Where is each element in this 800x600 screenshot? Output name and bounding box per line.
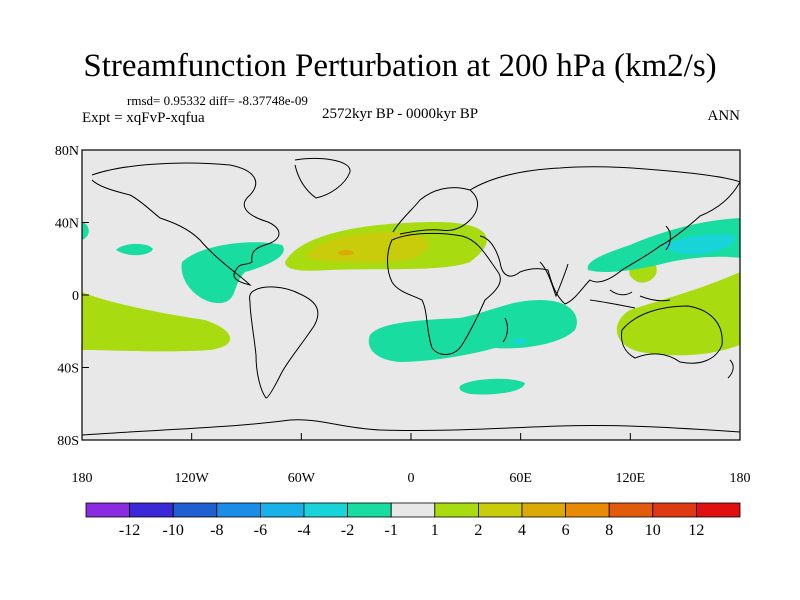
colorbar-label: -8 xyxy=(210,522,223,539)
colorbar-label: 6 xyxy=(562,522,570,539)
colorbar-swatch xyxy=(696,502,741,518)
stats-label: rmsd= 0.95332 diff= -8.37748e-09 xyxy=(127,93,308,108)
lon-tick-label: 0 xyxy=(408,471,415,486)
colorbar-swatch xyxy=(85,502,130,518)
contour-fill-negative xyxy=(512,338,526,344)
coastline-indonesia xyxy=(589,289,671,309)
period-label: 2572kyr BP - 0000kyr BP xyxy=(322,106,479,122)
coastline-japan xyxy=(665,225,671,251)
colorbar-swatch xyxy=(608,502,654,518)
colorbar-swatch xyxy=(477,502,523,518)
colorbar-swatch xyxy=(259,502,305,518)
colorbar-swatch xyxy=(129,502,174,518)
coastline-new-zealand xyxy=(727,359,734,379)
colorbar-label: -10 xyxy=(163,522,184,539)
lon-tick-label: 120E xyxy=(616,471,646,486)
lon-tick-label: 180 xyxy=(72,471,93,486)
lon-tick-label: 60E xyxy=(509,471,532,486)
colorbar-label: -4 xyxy=(297,522,310,539)
longitude-axis: 180 120W 60W 0 60E 120E 180 xyxy=(72,433,751,486)
coastline-antarctica xyxy=(82,419,740,436)
contour-fill-negative xyxy=(368,300,577,362)
lon-tick-label: 120W xyxy=(175,471,210,486)
colorbar-swatch xyxy=(172,502,218,518)
colorbar-swatch xyxy=(652,502,697,518)
colorbar-label: -6 xyxy=(254,522,267,539)
contour-fill-positive xyxy=(338,250,354,256)
colorbar-swatch xyxy=(521,502,566,518)
colorbar-label: 10 xyxy=(645,522,661,539)
contour-fill-negative xyxy=(665,234,736,255)
lat-tick-label: 80S xyxy=(57,434,79,449)
colorbar-swatch xyxy=(565,502,610,518)
coastlines xyxy=(82,158,740,436)
lat-tick-label: 40S xyxy=(57,362,79,377)
colorbar-swatch xyxy=(216,502,261,518)
contour-fill-positive xyxy=(616,272,740,356)
colorbar-label: 4 xyxy=(518,522,526,539)
colorbar-label: -2 xyxy=(341,522,354,539)
colorbar-label: -1 xyxy=(385,522,398,539)
contour-fill-negative xyxy=(82,222,89,240)
colorbar: -12 -10 -8 -6 -4 -2 -1 1 2 4 6 8 10 12 xyxy=(85,502,741,539)
coastline-africa xyxy=(387,232,501,355)
lat-tick-label: 40N xyxy=(55,217,79,232)
contour-fill-negative xyxy=(459,378,525,395)
latitude-axis: 80N 40N 0 40S 80S xyxy=(55,144,89,449)
colorbar-label: 8 xyxy=(605,522,613,539)
colorbar-label: 1 xyxy=(431,522,439,539)
lon-tick-label: 60W xyxy=(288,471,316,486)
coastline-north-america xyxy=(91,162,280,286)
lat-tick-label: 80N xyxy=(55,144,79,159)
lon-tick-label: 180 xyxy=(730,471,751,486)
season-label: ANN xyxy=(707,108,741,124)
colorbar-swatch xyxy=(390,502,436,518)
colorbar-swatch xyxy=(303,502,348,518)
coastline-madagascar xyxy=(502,317,508,343)
coastline-south-america xyxy=(249,286,319,399)
contour-fill-negative xyxy=(116,243,153,256)
coastline-greenland xyxy=(294,158,351,199)
colorbar-label: 2 xyxy=(474,522,482,539)
contour-fill-positive xyxy=(82,292,231,352)
colorbar-label: 12 xyxy=(688,522,704,539)
contour-fill-negative xyxy=(587,218,740,273)
colorbar-swatch xyxy=(434,502,479,518)
colorbar-label: -12 xyxy=(119,522,140,539)
experiment-label: Expt = xqFvP-xqfua xyxy=(82,110,205,126)
coastline-europe xyxy=(392,187,478,235)
colorbar-swatch xyxy=(347,502,392,518)
coastline-india xyxy=(539,261,569,298)
contour-fill-negative xyxy=(181,242,284,304)
lat-tick-label: 0 xyxy=(72,289,79,304)
contour-fill-positive xyxy=(305,232,429,263)
coastline-australia xyxy=(621,305,723,364)
coastline-asia xyxy=(469,166,740,305)
chart-title: Streamfunction Perturbation at 200 hPa (… xyxy=(83,48,717,84)
